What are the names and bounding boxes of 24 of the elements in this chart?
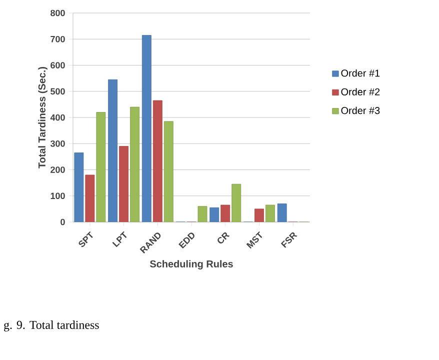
y-tick-label: 300 xyxy=(50,140,65,147)
bar xyxy=(164,121,174,222)
x-axis-title: Scheduling Rules xyxy=(150,260,233,270)
y-tick-label: 400 xyxy=(50,114,65,121)
y-tick-label: 800 xyxy=(50,10,65,16)
bar xyxy=(142,35,152,222)
bar xyxy=(108,79,118,222)
y-axis-title: Total Tardiness (Sec.) xyxy=(38,66,48,168)
text: g. 9. Total tardiness xyxy=(4,320,99,332)
y-tick-label: 600 xyxy=(50,62,65,68)
y-tick-label: 500 xyxy=(50,88,65,95)
legend-label: Order #2 xyxy=(341,88,380,96)
y-tick-label: 700 xyxy=(50,36,65,42)
legend-label: Order #1 xyxy=(341,69,380,77)
x-tick-label: CR xyxy=(218,232,230,244)
bar xyxy=(152,100,162,222)
y-tick-label: 100 xyxy=(50,192,65,200)
bar xyxy=(130,106,140,222)
legend-label: Order #3 xyxy=(341,106,380,114)
y-tick-label: 0 xyxy=(60,218,65,226)
bar xyxy=(119,146,128,222)
y-tick-label: 200 xyxy=(50,166,65,173)
bar xyxy=(232,184,242,222)
bar xyxy=(277,204,287,222)
